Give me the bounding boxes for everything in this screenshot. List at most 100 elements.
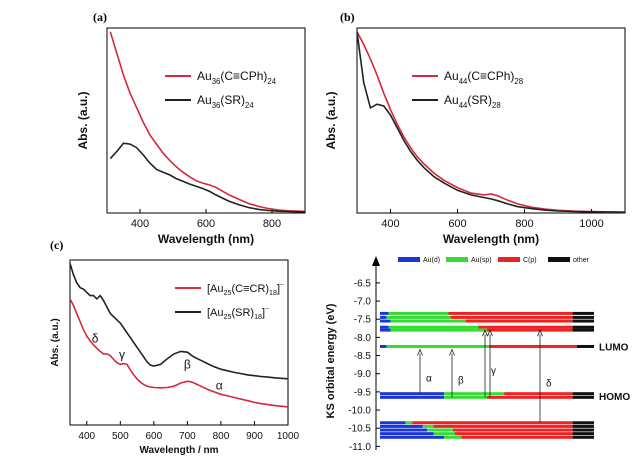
legend-swatch-3 [548, 257, 570, 262]
series-line-1 [109, 142, 306, 213]
level-segment [433, 424, 573, 428]
panel-label: (a) [93, 10, 107, 24]
series-line-0 [69, 298, 289, 408]
legend-swatch-1 [446, 257, 468, 262]
level-segment [572, 392, 594, 396]
level-segment [390, 319, 466, 323]
x-tick-label: 400 [131, 218, 149, 230]
legend-swatch-2 [498, 257, 520, 262]
level-segment [380, 344, 387, 348]
series-line-0 [356, 31, 626, 213]
series-line-1 [356, 31, 626, 214]
panel-orbital-diagram: -6.5 -7.0 -7.5 -8.0 -8.5 -9.0 -9.5 -10.0 -10.5 -1… [322, 250, 642, 462]
x-axis-label: Wavelength / nm [139, 445, 218, 456]
level-segment [572, 319, 594, 323]
y-tick-label: -9.0 [354, 369, 372, 380]
peak-annotation: α [216, 378, 223, 392]
legend-label-1: Au36​(SR)24​ [197, 93, 254, 110]
level-segment [380, 428, 428, 432]
x-tick-label: 500 [112, 431, 129, 442]
x-axis-label: Wavelength (nm) [158, 232, 254, 246]
transition-label: α [426, 374, 432, 385]
level-segment [489, 344, 577, 348]
level-segment [380, 421, 406, 425]
level-segment [444, 435, 462, 439]
level-segment [380, 392, 445, 396]
y-tick-label: -10.0 [348, 406, 371, 417]
level-segment [386, 315, 451, 319]
panel-label: (b) [340, 10, 355, 24]
level-segment [478, 325, 573, 329]
level-segment [380, 424, 423, 428]
level-segment [461, 435, 573, 439]
y-tick-label: -8.0 [354, 333, 372, 344]
x-tick-label: 1000 [277, 431, 300, 442]
level-segment [444, 392, 505, 396]
y-tick-label: -6.5 [354, 278, 372, 289]
level-segment [388, 325, 479, 329]
level-segment [572, 395, 594, 399]
legend-label-1: Au44​(SR)28​ [444, 93, 501, 110]
panel-label: (c) [50, 238, 63, 252]
level-segment [572, 311, 594, 315]
y-tick-label: -7.5 [354, 315, 372, 326]
level-segment [572, 421, 594, 425]
plot-frame [106, 27, 306, 214]
level-segment [572, 328, 594, 332]
level-segment [390, 328, 487, 332]
orbital-diagram-chart: -6.5 -7.0 -7.5 -8.0 -8.5 -9.0 -9.5 -10.0 -10.5 -1… [325, 256, 630, 453]
y-axis-label: Abs. (a.u.) [50, 318, 61, 366]
level-segment [487, 328, 573, 332]
transition-arrowhead [482, 329, 488, 337]
y-tick-label: -11.0 [349, 442, 371, 453]
level-segment [572, 428, 594, 432]
level-segment [450, 315, 573, 319]
x-tick-label: 400 [381, 218, 399, 230]
x-tick-label: 400 [78, 431, 95, 442]
legend-label-1: Au(sp) [471, 257, 492, 264]
panel-b-chart: (b) 400 600 800 1000 Wavelength (nm) Abs. (a.… [324, 10, 626, 246]
level-segment [380, 432, 434, 436]
level-segment [572, 424, 594, 428]
level-segment [380, 435, 445, 439]
peak-annotation: γ [119, 348, 125, 362]
x-tick-label: 800 [213, 431, 230, 442]
level-segment [412, 421, 573, 425]
legend-label-0: Au44​(C≡CPh)28​ [444, 69, 523, 86]
x-axis-label: Wavelength (nm) [443, 232, 539, 246]
transition-arrowhead [537, 329, 543, 337]
panel-b: (b) 400 600 800 1000 Wavelength (nm) Abs. (a.… [322, 0, 642, 250]
panel-c: (c) 400 500 600 700 800 900 1000 Wavelength / n… [0, 232, 310, 462]
level-segment [487, 395, 573, 399]
level-segment [433, 432, 455, 436]
x-tick-label: 600 [448, 218, 466, 230]
series-line-0 [109, 31, 306, 213]
level-segment [380, 328, 391, 332]
axis-arrowhead [372, 256, 380, 266]
level-segment [572, 435, 594, 439]
level-segment [572, 315, 594, 319]
panel-a-chart: (a) 400 600 800 Wavelength (nm) Abs. (a.u.) A… [76, 10, 306, 246]
peak-annotation: β [184, 357, 191, 371]
level-segment [405, 421, 413, 425]
transition-arrowhead [449, 348, 455, 356]
plot-frame [69, 259, 289, 426]
y-axis-label: KS orbital energy (eV) [325, 303, 337, 418]
y-tick-label: -8.5 [354, 351, 372, 362]
level-segment [452, 428, 573, 432]
level-segment [380, 325, 389, 329]
legend-label-2: C(p) [523, 257, 537, 264]
y-axis-label: Abs. (a.u.) [76, 91, 90, 149]
level-segment [576, 344, 594, 348]
y-tick-label: -7.0 [354, 297, 372, 308]
level-segment [448, 311, 573, 315]
x-tick-label: 600 [197, 218, 215, 230]
level-label: LUMO [599, 342, 629, 353]
level-segment [388, 311, 449, 315]
transition-label: δ [546, 378, 552, 389]
x-tick-label: 800 [515, 218, 533, 230]
x-tick-label: 900 [246, 431, 263, 442]
legend-label-3: other [573, 257, 590, 264]
level-segment [422, 424, 434, 428]
panel-a: (a) 400 600 800 Wavelength (nm) Abs. (a.u.) A… [0, 0, 322, 250]
